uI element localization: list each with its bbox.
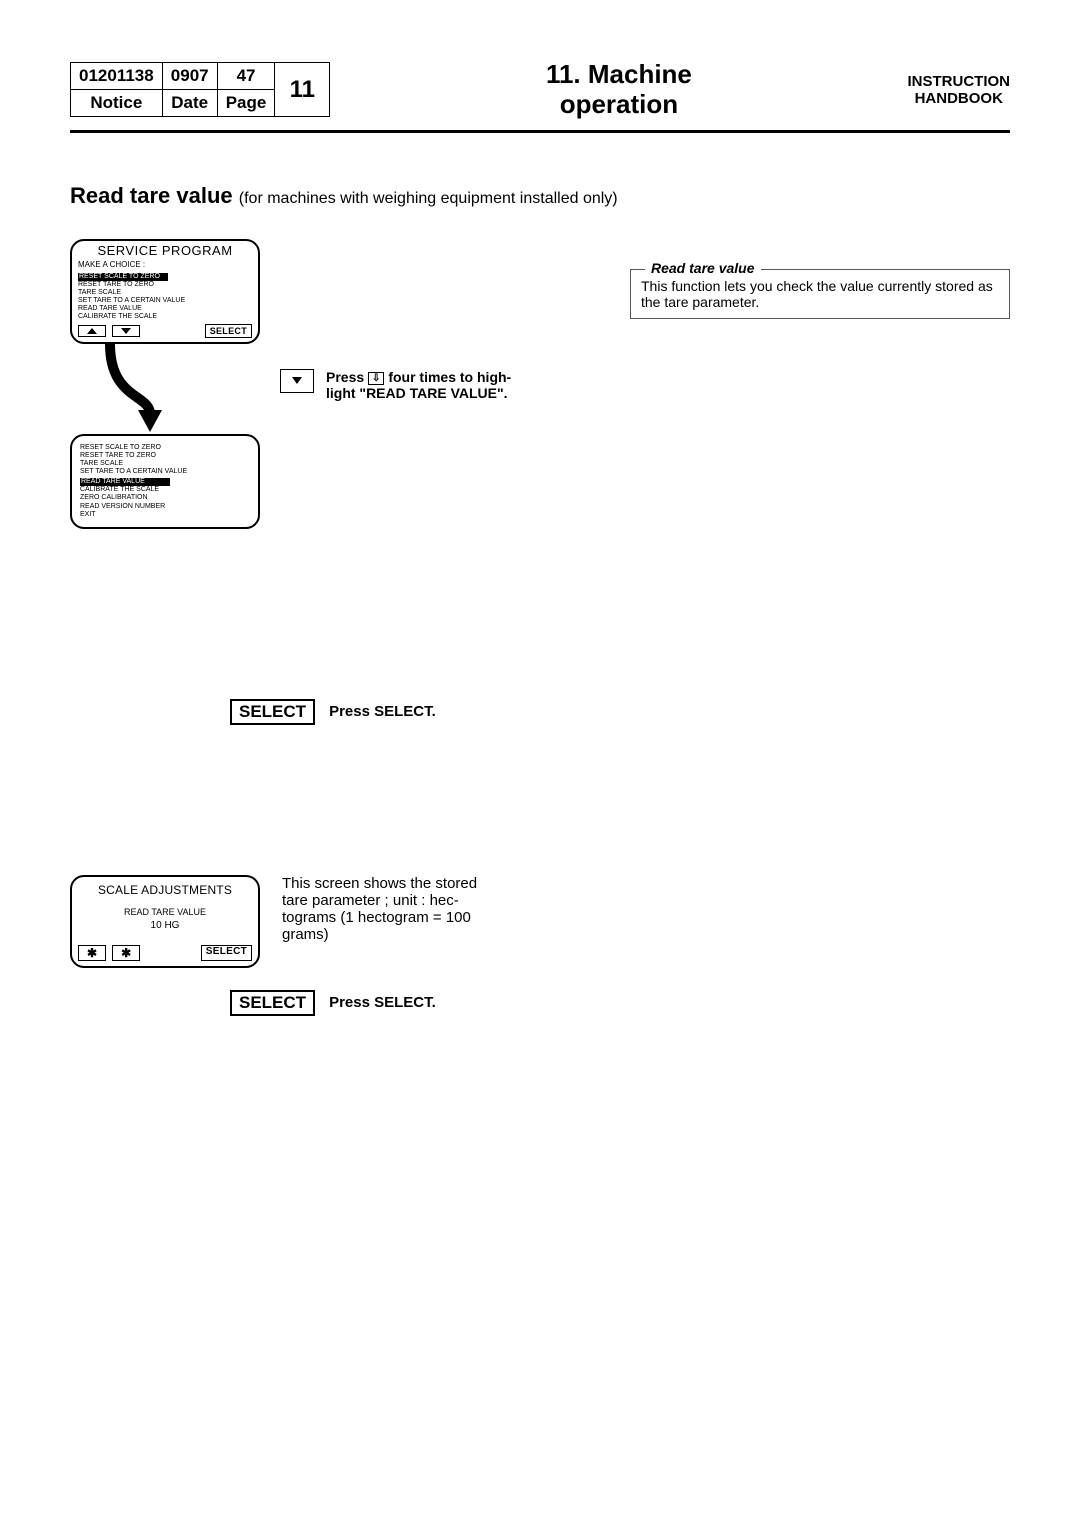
down-key-inline-icon: ⇩ [368, 372, 384, 385]
panel1-menu-item: CALIBRATE THE SCALE [78, 313, 252, 321]
header-right-line1: INSTRUCTION [908, 73, 1011, 90]
service-program-panel-1: SERVICE PROGRAM MAKE A CHOICE : RESET SC… [70, 239, 260, 344]
header-title-line2: operation [330, 90, 907, 120]
panel1-menu-item: RESET SCALE TO ZERO [78, 273, 168, 281]
panel1-menu-item: RESET TARE TO ZERO [78, 281, 252, 289]
step1-instruction: Press ⇩ four times to high-light "READ T… [326, 369, 536, 401]
star-button-1[interactable]: ✱ [78, 945, 106, 961]
panel1-menu-item: READ TARE VALUE [78, 305, 252, 313]
up-arrow-button[interactable] [78, 325, 106, 337]
page-header: 01201138 0907 47 11 Notice Date Page 11.… [70, 60, 1010, 133]
panel2-menu-item: EXIT [80, 511, 250, 519]
select-button-1[interactable]: SELECT [230, 699, 315, 725]
panel2-menu-item: RESET TARE TO ZERO [80, 452, 250, 460]
select-button-2[interactable]: SELECT [230, 990, 315, 1016]
panel2-menu-item: SET TARE TO A CERTAIN VALUE [80, 468, 250, 476]
scale-panel-value: 10 HG [78, 920, 252, 931]
chapter-number: 11 [275, 63, 330, 117]
scale-panel-sub: READ TARE VALUE [78, 907, 252, 917]
infobox-title: Read tare value [645, 260, 761, 276]
header-handbook-label: INSTRUCTION HANDBOOK [908, 73, 1011, 107]
panel1-menu-item: SET TARE TO A CERTAIN VALUE [78, 297, 252, 305]
select-text-1: Press SELECT. [329, 703, 436, 720]
panel1-menu-list: RESET SCALE TO ZERORESET TARE TO ZEROTAR… [78, 271, 252, 321]
scale-description: This screen shows the stored tare parame… [282, 875, 497, 943]
date-value: 0907 [162, 63, 217, 90]
panel1-menu-item: TARE SCALE [78, 289, 252, 297]
select-text-2: Press SELECT. [329, 994, 436, 1011]
panel2-menu-item: CALIBRATE THE SCALE [80, 486, 250, 494]
notice-number: 01201138 [71, 63, 163, 90]
section-title: Read tare value (for machines with weigh… [70, 183, 1010, 209]
scale-panel-select-button[interactable]: SELECT [201, 945, 252, 961]
page-number: 47 [217, 63, 275, 90]
down-arrow-button[interactable] [112, 325, 140, 337]
header-title-line1: 11. Machine [330, 60, 907, 90]
star-button-2[interactable]: ✱ [112, 945, 140, 961]
panel2-menu-item: READ VERSION NUMBER [80, 503, 250, 511]
panel1-title: SERVICE PROGRAM [78, 244, 252, 259]
read-tare-info-box: Read tare value This function lets you c… [630, 269, 1010, 319]
panel2-menu-item: RESET SCALE TO ZERO [80, 444, 250, 452]
header-title: 11. Machine operation [330, 60, 907, 120]
panel1-select-button[interactable]: SELECT [205, 324, 252, 338]
select-step-2: SELECT Press SELECT. [230, 990, 1010, 1016]
panel2-menu-item: TARE SCALE [80, 460, 250, 468]
panel1-subtitle: MAKE A CHOICE : [78, 260, 252, 269]
page-label: Page [217, 90, 275, 117]
section-title-bold: Read tare value [70, 183, 233, 208]
down-key-icon [280, 369, 314, 393]
scale-adjustments-panel: SCALE ADJUSTMENTS READ TARE VALUE 10 HG … [70, 875, 260, 968]
header-info-table: 01201138 0907 47 11 Notice Date Page [70, 62, 330, 117]
infobox-body: This function lets you check the value c… [641, 278, 999, 310]
panel2-menu-item: READ TARE VALUE [80, 478, 170, 486]
step1-press: Press [326, 369, 364, 385]
header-right-line2: HANDBOOK [908, 90, 1011, 107]
scale-panel-title: SCALE ADJUSTMENTS [78, 883, 252, 897]
section-title-sub: (for machines with weighing equipment in… [239, 190, 618, 207]
date-label: Date [162, 90, 217, 117]
panel2-menu-item: ZERO CALIBRATION [80, 494, 250, 502]
service-program-panel-2: RESET SCALE TO ZERORESET TARE TO ZEROTAR… [70, 434, 260, 528]
notice-label: Notice [71, 90, 163, 117]
select-step-1: SELECT Press SELECT. [230, 699, 1010, 725]
flow-arrow-down-icon [70, 344, 260, 434]
panel2-menu-list: RESET SCALE TO ZERORESET TARE TO ZEROTAR… [80, 444, 250, 518]
